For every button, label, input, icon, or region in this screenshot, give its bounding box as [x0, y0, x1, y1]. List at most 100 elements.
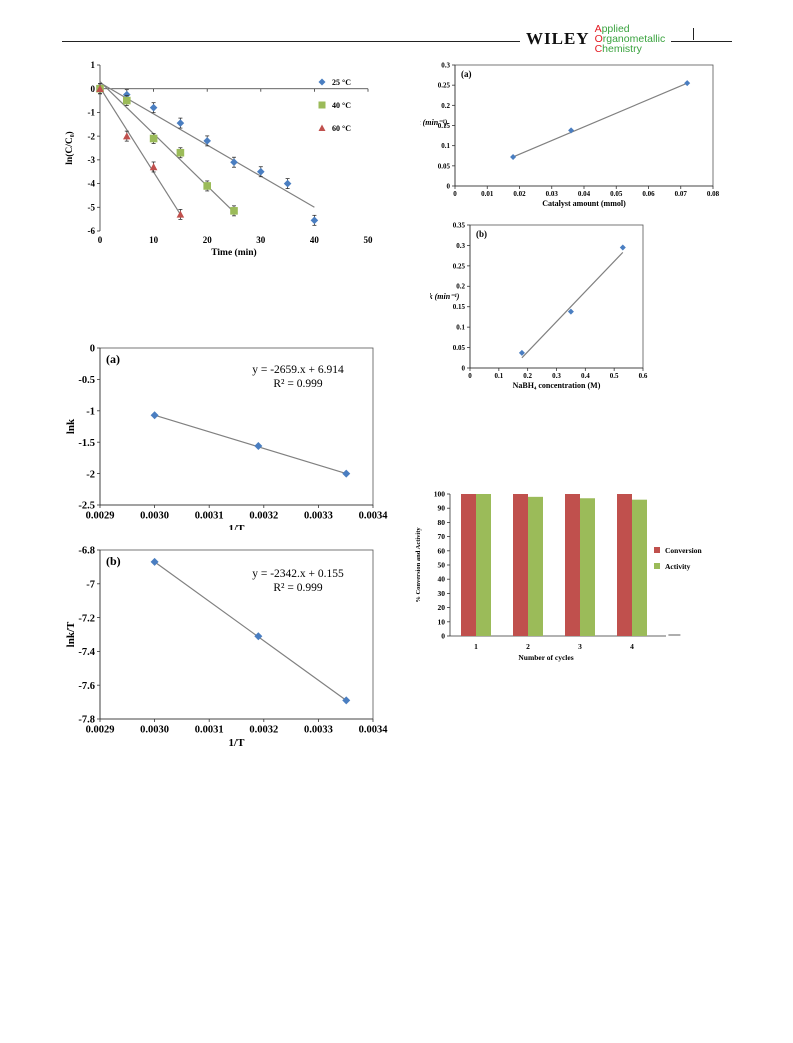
y-axis-label: lnk [65, 418, 77, 434]
x-tick-label: 0.0031 [195, 725, 224, 736]
data-point [230, 207, 238, 215]
data-point [567, 308, 574, 315]
bar [528, 496, 543, 636]
recycling-figure: 100 90 80 70 60 50 40 30 20 10 0 1 2 3 4 Number of cycl… [410, 482, 710, 664]
legend-label: 25 °C [332, 78, 351, 87]
x-tick-label: 0.0029 [86, 511, 115, 522]
y-axis-label: lnk/T [65, 621, 77, 647]
x-tick-label: 50 [364, 235, 374, 245]
y-tick-label: 0.15 [453, 303, 466, 311]
plot-frame [454, 64, 714, 187]
x-axis-label: Time (min) [211, 247, 256, 258]
y-axis-label: ln(C/C₀) [64, 131, 75, 164]
x-axis-label: 1/T [229, 523, 246, 530]
k-vs-nabh4-figure: 0.35 0.3 0.25 0.2 0.15 0.1 0.05 0 0 0.1 0.2 0.3 0.4 0… [430, 218, 660, 398]
header-tick [693, 28, 694, 40]
y-tick-label: -2 [86, 469, 95, 480]
x-tick-label: 0.04 [578, 190, 591, 198]
trend-line [154, 561, 347, 701]
data-point [619, 244, 626, 251]
y-tick-label: 0 [91, 84, 96, 94]
x-tick-label: 0.01 [481, 190, 494, 198]
panel-label: (a) [106, 352, 120, 366]
y-tick-label: 60 [438, 546, 446, 555]
y-tick-label: 70 [438, 532, 446, 541]
x-tick-label: 0.0030 [140, 511, 169, 522]
y-tick-label: 0.3 [456, 242, 465, 250]
x-tick-label: 0.6 [639, 372, 648, 380]
trend-line [521, 251, 624, 359]
x-axis-label: Catalyst amount (mmol) [542, 199, 626, 208]
y-tick-label: 100 [434, 490, 446, 499]
legend-marker [318, 78, 326, 86]
x-tick-label: 0.1 [494, 372, 503, 380]
x-tick-label: 0.0031 [195, 511, 224, 522]
x-tick-label: 1 [474, 642, 478, 651]
data-point [96, 84, 104, 92]
y-tick-label: 0.3 [441, 61, 450, 69]
legend-swatch [654, 547, 660, 553]
x-tick-label: 4 [630, 642, 634, 651]
eyring-chart: -6.8 -7 -7.2 -7.4 -7.6 -7.80.0029 0.0030 0.0031… [65, 546, 389, 749]
bar [632, 499, 647, 636]
x-tick-label: 30 [256, 235, 266, 245]
x-tick-label: 0.0029 [86, 725, 115, 736]
x-tick-label: 0.0030 [140, 725, 169, 736]
bar [513, 494, 528, 636]
y-tick-label: -1 [86, 406, 95, 417]
y-tick-label: 0 [441, 632, 445, 641]
y-tick-label: 0.1 [456, 324, 465, 332]
legend-label: Activity [665, 562, 691, 571]
y-tick-label: -3 [88, 155, 96, 165]
y-tick-label: -4 [88, 179, 96, 189]
x-tick-label: 3 [578, 642, 582, 651]
bar [617, 494, 632, 636]
data-point [568, 127, 575, 134]
y-tick-label: 10 [438, 617, 446, 626]
y-tick-label: -7 [86, 579, 95, 590]
y-axis-label: k (min⁻¹) [430, 292, 460, 301]
data-point [310, 216, 319, 225]
y-tick-label: -6.8 [78, 546, 95, 557]
y-tick-label: 0 [462, 364, 466, 372]
y-tick-label: 0.25 [438, 82, 451, 90]
x-tick-label: 0.0032 [249, 725, 278, 736]
data-point [123, 96, 131, 105]
data-point [342, 469, 351, 478]
y-tick-label: 80 [438, 518, 446, 527]
data-point [149, 103, 158, 112]
x-tick-label: 0.4 [581, 372, 590, 380]
bar [476, 494, 491, 636]
data-point [176, 210, 185, 218]
data-point [518, 349, 525, 356]
y-tick-label: -7.6 [78, 681, 95, 692]
fit-equation: y = -2342.x + 0.155 [252, 568, 344, 580]
x-tick-label: 20 [203, 235, 213, 245]
x-tick-label: 0.08 [707, 190, 720, 198]
bar [461, 494, 476, 636]
y-tick-label: -0.5 [78, 375, 95, 386]
y-tick-label: -7.8 [78, 715, 95, 726]
data-point [684, 80, 691, 87]
data-point [123, 132, 131, 140]
journal-line-1: Applied [594, 23, 630, 35]
y-tick-label: -6 [88, 226, 96, 236]
trend-line [99, 87, 181, 215]
x-tick-label: 0.0034 [359, 725, 389, 736]
data-point [123, 90, 131, 99]
x-tick-label: 0.05 [610, 190, 623, 198]
data-point [149, 163, 158, 171]
arrhenius-figure: 0 -0.5 -1 -1.5 -2 -2.5 0.0029 0.0030 0.0031 0.003… [60, 335, 390, 530]
y-tick-label: -5 [88, 202, 96, 212]
x-tick-label: 0.0034 [359, 511, 389, 522]
y-tick-label: 0.2 [456, 283, 465, 291]
x-tick-label: 0.0032 [249, 511, 278, 522]
x-tick-label: 0.02 [513, 190, 526, 198]
data-point [283, 179, 292, 188]
y-tick-label: 0 [90, 344, 95, 355]
y-axis-label: % Conversion and Activity [415, 527, 422, 603]
trend-line [154, 414, 347, 475]
x-tick-label: 0.5 [610, 372, 619, 380]
